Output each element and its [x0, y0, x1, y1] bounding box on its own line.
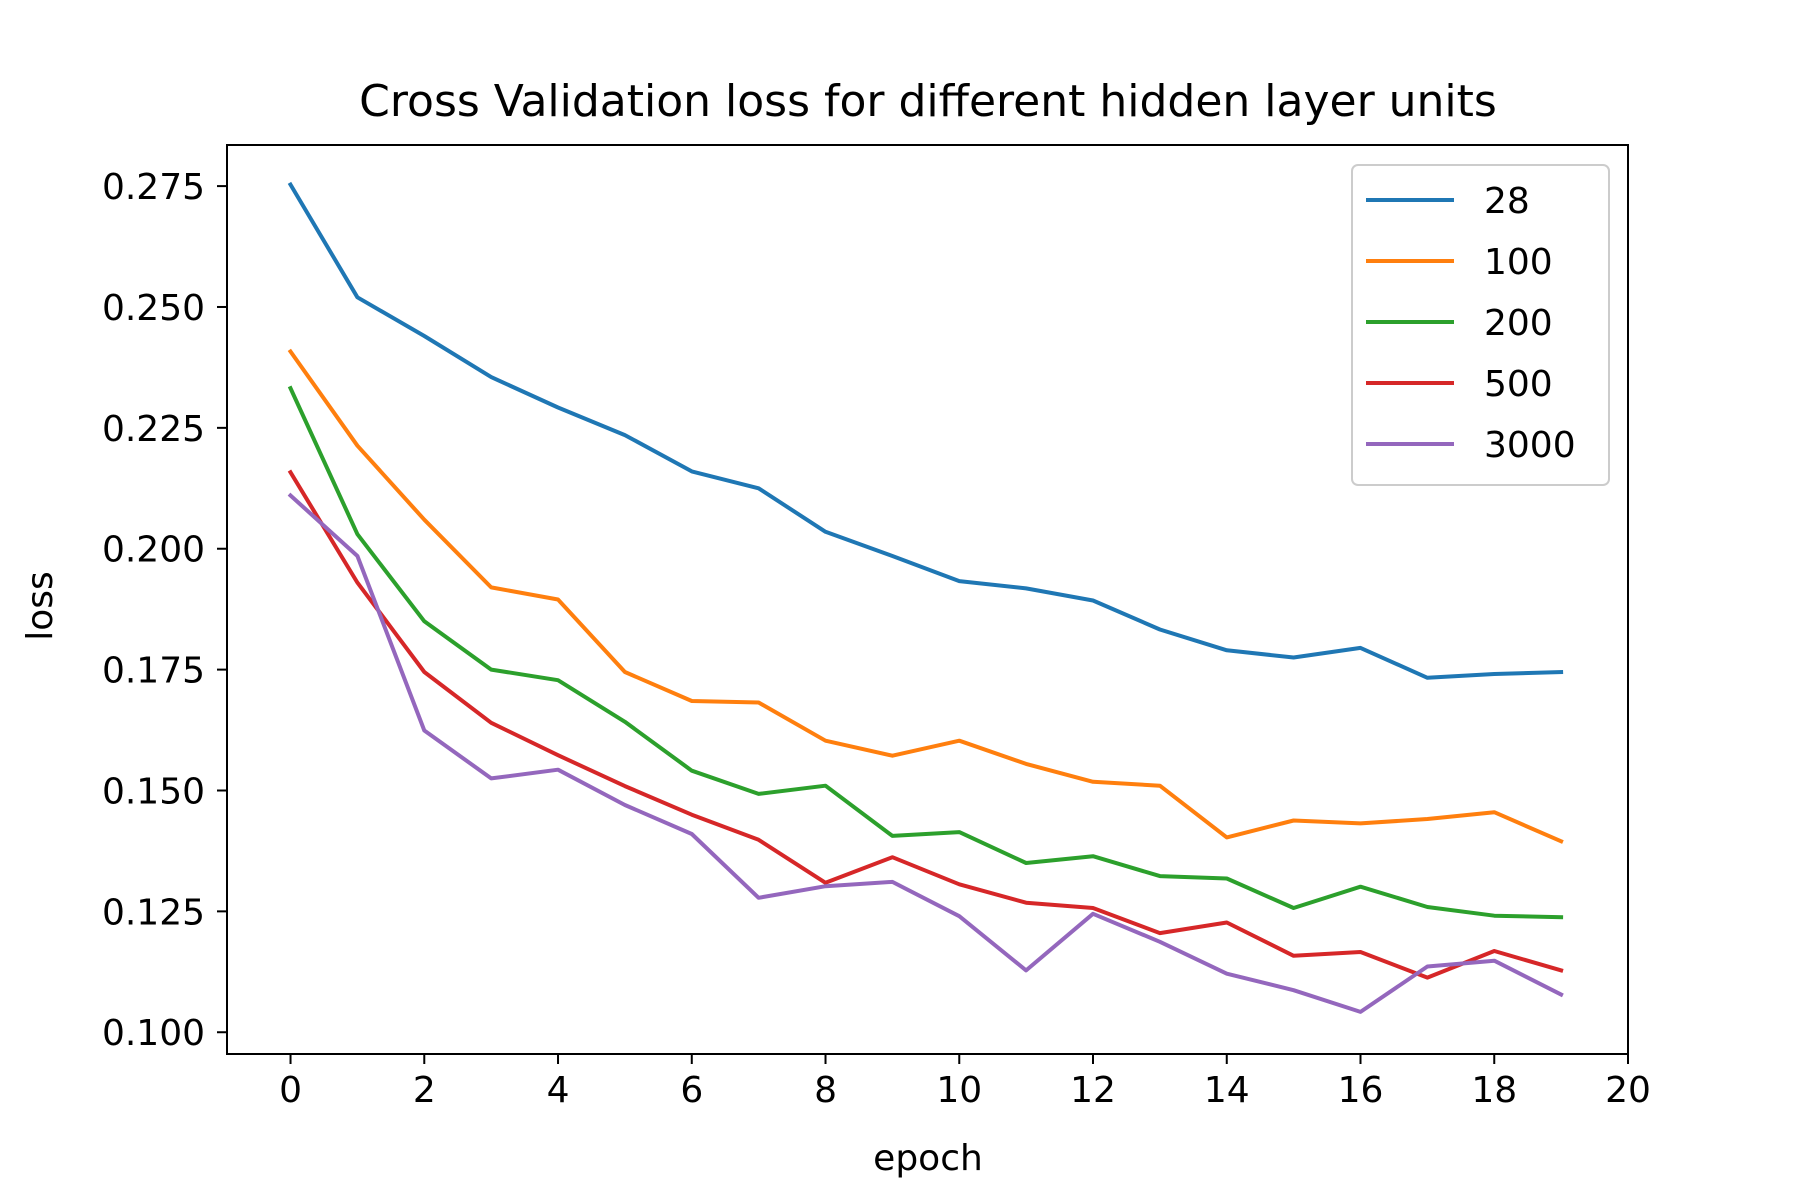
x-axis-label: epoch	[873, 1138, 983, 1179]
x-tick-label: 2	[413, 1070, 436, 1111]
y-tick-label: 0.175	[102, 651, 205, 692]
plot-area	[287, 181, 1564, 1014]
x-tick-label: 14	[1204, 1070, 1250, 1111]
legend-label-100: 100	[1484, 242, 1553, 283]
series-line-200	[287, 385, 1564, 920]
chart-title: Cross Validation loss for different hidd…	[359, 76, 1497, 127]
x-tick-label: 4	[547, 1070, 570, 1111]
series-line-28	[287, 181, 1564, 680]
x-tick-label: 0	[279, 1070, 302, 1111]
y-tick-label: 0.150	[102, 771, 205, 812]
legend-label-28: 28	[1484, 181, 1530, 222]
x-tick-label: 16	[1338, 1070, 1384, 1111]
series-line-100	[287, 348, 1564, 844]
legend-label-500: 500	[1484, 364, 1553, 405]
x-tick-label: 18	[1471, 1070, 1517, 1111]
plot-frame	[226, 144, 1629, 1055]
legend-box	[1351, 164, 1610, 486]
y-tick-label: 0.200	[102, 530, 205, 571]
series-line-3000	[287, 492, 1564, 1014]
legend-label-200: 200	[1484, 303, 1553, 344]
x-tick-label: 12	[1070, 1070, 1116, 1111]
axes: 0 2 4 6 8 10 12 14 16 18 20 0.100 0.125 0.150 0.175 0.2…	[102, 144, 1651, 1111]
legend: 28 100 200 500 3000	[1351, 164, 1610, 486]
x-tick-label: 10	[936, 1070, 982, 1111]
x-tick-label: 20	[1605, 1070, 1651, 1111]
y-tick-label: 0.125	[102, 892, 205, 933]
y-tick-label: 0.250	[102, 288, 205, 329]
y-axis-label: loss	[20, 571, 61, 641]
x-tick-label: 6	[680, 1070, 703, 1111]
legend-label-3000: 3000	[1484, 425, 1576, 466]
x-tick-label: 8	[814, 1070, 837, 1111]
y-tick-label: 0.275	[102, 167, 205, 208]
series-line-500	[287, 469, 1564, 980]
y-tick-label: 0.225	[102, 409, 205, 450]
y-tick-label: 0.100	[102, 1013, 205, 1054]
